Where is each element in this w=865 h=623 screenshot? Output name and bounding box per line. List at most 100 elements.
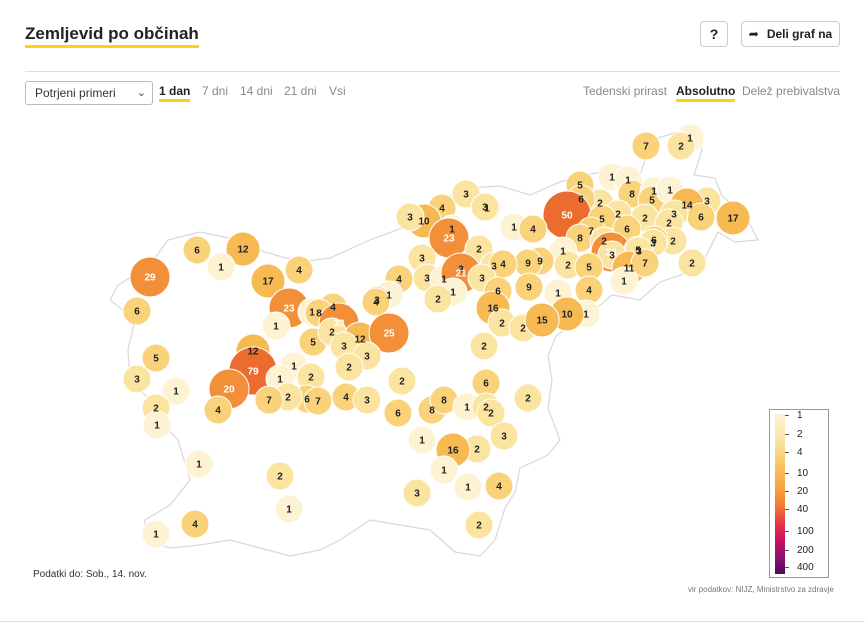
municipality-region[interactable] [524, 302, 560, 338]
municipality-region[interactable] [514, 272, 544, 302]
municipality-value-label: 14 [681, 201, 693, 212]
header-divider [25, 71, 840, 72]
municipality-region[interactable] [470, 192, 500, 222]
municipality-value-label: 2 [399, 377, 405, 388]
municipality-value-label: 3 [341, 342, 347, 353]
municipality-region[interactable] [402, 478, 432, 508]
municipality-region[interactable] [206, 252, 236, 282]
help-button[interactable]: ? [700, 21, 728, 47]
municipality-value-label: 2 [689, 259, 695, 270]
municipality-region[interactable] [182, 235, 212, 265]
municipality-region[interactable] [464, 510, 494, 540]
municipality-region[interactable] [203, 395, 233, 425]
municipality-value-label: 6 [624, 225, 630, 236]
municipality-region[interactable] [666, 131, 696, 161]
municipality-value-label: 2 [285, 393, 291, 404]
municipality-value-label: 8 [629, 190, 635, 201]
municipality-region[interactable] [284, 255, 314, 285]
municipality-region[interactable] [489, 421, 519, 451]
municipality-region[interactable] [180, 509, 210, 539]
municipality-region[interactable] [184, 449, 214, 479]
municipality-region[interactable] [423, 284, 453, 314]
municipality-value-label: 1 [651, 187, 657, 198]
tab-21-dni[interactable]: 21 dni [284, 84, 317, 98]
municipality-region[interactable] [630, 248, 660, 278]
municipality-region[interactable] [469, 331, 499, 361]
municipality-value-label: 1 [196, 460, 202, 471]
tab-1-dan[interactable]: 1 dan [159, 84, 191, 102]
municipality-value-label: 1 [667, 186, 673, 197]
municipality-value-label: 2 [520, 324, 526, 335]
municipality-region[interactable] [383, 398, 413, 428]
municipality-value-label: 3 [636, 247, 642, 258]
municipality-region[interactable] [129, 256, 171, 298]
municipality-region[interactable] [395, 202, 425, 232]
municipality-value-label: 1 [449, 225, 455, 236]
municipality-value-label: 6 [495, 287, 501, 298]
municipality-region[interactable] [387, 366, 417, 396]
data-source: vir podatkov: NIJZ, Ministrstvo za zdrav… [688, 585, 834, 594]
tab-vsi[interactable]: Vsi [329, 84, 346, 98]
tab-7-dni[interactable]: 7 dni [202, 84, 229, 98]
municipality-region[interactable] [513, 383, 543, 413]
municipality-region[interactable] [368, 312, 410, 354]
municipality-value-label: 1 [465, 483, 471, 494]
metric-select[interactable]: Potrjeni primeri ⌄ [25, 81, 153, 105]
municipality-region[interactable] [407, 425, 437, 455]
municipality-region[interactable] [261, 311, 291, 341]
tab-tedenski-prirast[interactable]: Tedenski prirast [583, 84, 668, 98]
municipality-value-label: 3 [364, 396, 370, 407]
municipality-region[interactable] [265, 461, 295, 491]
municipality-region[interactable] [141, 343, 171, 373]
municipality-value-label: 2 [597, 199, 603, 210]
municipality-value-label: 3 [419, 254, 425, 265]
municipality-region[interactable] [225, 231, 261, 267]
municipality-value-label: 4 [586, 286, 592, 297]
tab-14-dni[interactable]: 14 dni [240, 84, 273, 98]
municipality-region[interactable] [334, 352, 364, 382]
legend-label: 100 [797, 526, 814, 537]
municipality-region[interactable] [429, 455, 459, 485]
municipality-region[interactable] [715, 200, 751, 236]
municipality-value-label: 5 [635, 246, 641, 257]
municipality-value-label: 2 [499, 319, 505, 330]
municipality-region[interactable] [361, 287, 391, 317]
municipality-region[interactable] [352, 385, 382, 415]
municipality-region[interactable] [122, 364, 152, 394]
municipality-region[interactable] [161, 376, 191, 406]
metric-select-value: Potrjeni primeri [35, 86, 116, 100]
municipality-value-label: 3 [414, 489, 420, 500]
municipality-value-label: 5 [577, 181, 583, 192]
municipality-value-label: 6 [698, 213, 704, 224]
municipality-value-label: 1 [450, 288, 456, 299]
municipality-region[interactable] [122, 296, 152, 326]
municipality-region[interactable] [609, 266, 639, 296]
municipality-region[interactable] [250, 263, 286, 299]
share-button[interactable]: ➦ Deli graf na [741, 21, 840, 47]
municipality-value-label: 7 [642, 259, 648, 270]
municipality-value-label: 20 [223, 385, 235, 396]
municipality-region[interactable] [631, 131, 661, 161]
data-date: Podatki do: Sob., 14. nov. [33, 569, 147, 580]
municipality-region[interactable] [274, 494, 304, 524]
municipality-value-label: 9 [537, 257, 543, 268]
municipality-region[interactable] [476, 398, 506, 428]
tab-delez-prebivalstva[interactable]: Delež prebivalstva [742, 84, 841, 98]
municipality-region[interactable] [484, 471, 514, 501]
municipality-value-label: 6 [395, 409, 401, 420]
municipality-region[interactable] [254, 385, 284, 415]
municipality-region[interactable] [142, 410, 172, 440]
chevron-down-icon: ⌄ [136, 87, 146, 99]
municipality-region[interactable] [453, 472, 483, 502]
municipality-value-label: 1 [154, 421, 160, 432]
municipality-region[interactable] [141, 519, 171, 549]
tab-absolutno[interactable]: Absolutno [676, 84, 736, 102]
municipality-region[interactable] [677, 248, 707, 278]
municipality-region[interactable] [303, 386, 333, 416]
municipality-value-label: 1 [273, 322, 279, 333]
municipality-value-label: 1 [484, 204, 490, 215]
municipality-value-label: 2 [476, 245, 482, 256]
municipality-region[interactable] [518, 214, 548, 244]
color-legend: 1 2 4 10 20 40 100 200 400 [769, 409, 829, 578]
